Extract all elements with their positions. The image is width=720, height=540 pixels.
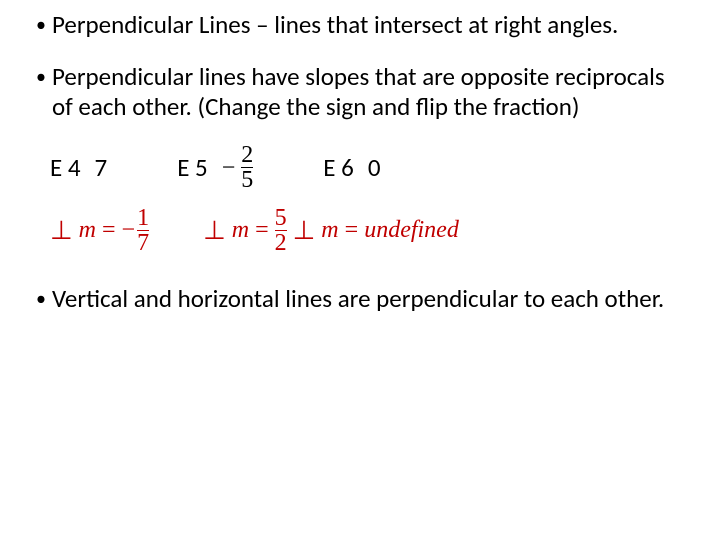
fraction: 1 7 xyxy=(137,207,149,254)
numerator: 2 xyxy=(241,144,253,166)
example-5-label: E 5 xyxy=(177,153,222,183)
example-5-fraction: − 2 5 xyxy=(222,144,254,191)
example-6-label: E 6 xyxy=(323,153,368,183)
variable-m: m xyxy=(79,217,96,244)
perpendicular-icon: ⊥ xyxy=(293,216,316,246)
denominator: 7 xyxy=(137,232,149,254)
perpendicular-icon: ⊥ xyxy=(203,216,226,246)
numerator: 1 xyxy=(137,207,149,229)
result-2: ⊥ m = 5 2 xyxy=(203,207,287,254)
bullet-1: • Perpendicular Lines – lines that inter… xyxy=(50,10,690,40)
result-1: ⊥ m = − 1 7 xyxy=(50,207,149,254)
fraction: 5 2 xyxy=(275,207,287,254)
bullet-3: • Vertical and horizontal lines are perp… xyxy=(50,284,690,314)
bullet-dot-icon: • xyxy=(36,10,46,40)
examples-row: E 4 7 E 5 − 2 5 E 6 0 xyxy=(50,144,690,191)
bullet-dot-icon: • xyxy=(36,62,46,92)
equals-icon: = xyxy=(255,217,269,244)
minus-icon: − xyxy=(222,153,236,183)
slide: • Perpendicular Lines – lines that inter… xyxy=(0,0,720,540)
bullet-1-text: Perpendicular Lines – lines that interse… xyxy=(52,10,618,40)
bullet-2-text: Perpendicular lines have slopes that are… xyxy=(52,62,690,122)
denominator: 5 xyxy=(241,169,253,191)
variable-m: m xyxy=(232,217,249,244)
example-6-value: 0 xyxy=(368,153,381,183)
result-3: ⊥ m = undefined xyxy=(293,216,459,246)
example-5-value: − 2 5 xyxy=(222,144,324,191)
results-row: ⊥ m = − 1 7 ⊥ m = 5 2 ⊥ m = undefined xyxy=(50,207,690,254)
denominator: 2 xyxy=(275,232,287,254)
fraction: 2 5 xyxy=(241,144,253,191)
numerator: 5 xyxy=(275,207,287,229)
minus-icon: − xyxy=(122,217,136,244)
equals-icon: = xyxy=(345,217,359,244)
bullet-2: • Perpendicular lines have slopes that a… xyxy=(50,62,690,122)
variable-m: m xyxy=(321,217,338,244)
undefined-text: undefined xyxy=(364,217,459,244)
example-4-label: E 4 xyxy=(50,153,95,183)
bullet-3-text: Vertical and horizontal lines are perpen… xyxy=(52,284,664,314)
example-4-value: 7 xyxy=(95,153,178,183)
equals-icon: = xyxy=(102,217,116,244)
perpendicular-icon: ⊥ xyxy=(50,216,73,246)
bullet-dot-icon: • xyxy=(36,284,46,314)
